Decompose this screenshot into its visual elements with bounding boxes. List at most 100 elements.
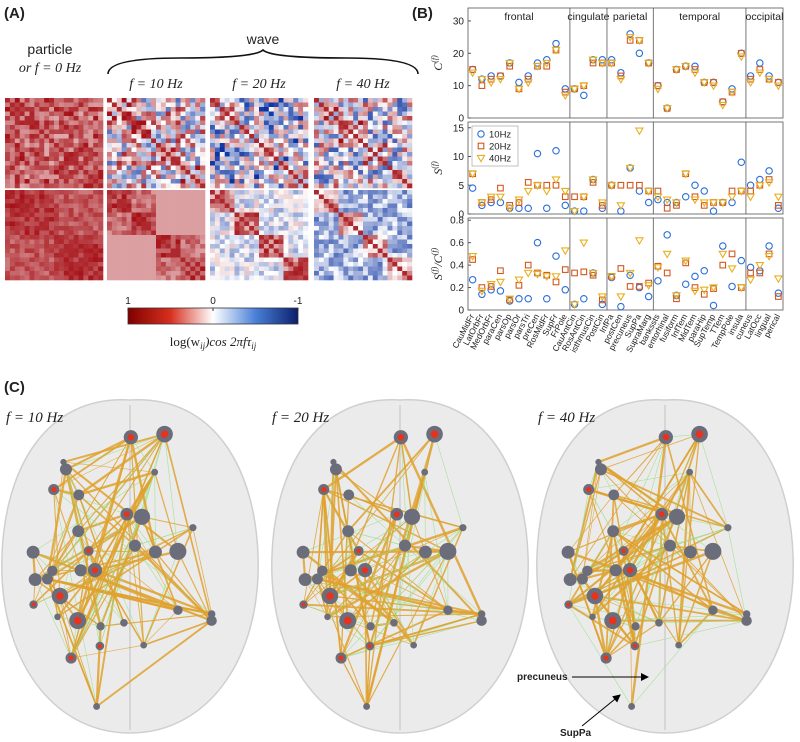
heatmap-cell	[259, 271, 265, 276]
point	[561, 266, 569, 273]
heatmap-cell	[219, 199, 225, 204]
heatmap-cell	[63, 174, 69, 180]
heatmap-cell	[333, 183, 339, 189]
heatmap-cell	[190, 147, 196, 153]
heatmap-cell	[68, 111, 74, 117]
heatmap-cell	[348, 199, 354, 204]
heatmap-cell	[372, 244, 378, 249]
heatmap-cell	[259, 190, 265, 195]
heatmap-cell	[314, 107, 320, 112]
heatmap-cell	[88, 253, 94, 258]
heatmap-cell	[88, 98, 94, 103]
heatmap-cell	[121, 235, 127, 240]
heatmap-cell	[151, 190, 157, 195]
heatmap-cell	[170, 203, 176, 209]
point	[690, 196, 700, 205]
heatmap-cell	[160, 143, 167, 148]
heatmap-cell	[170, 98, 176, 103]
heatmap-cell	[141, 156, 147, 162]
heatmap-cell	[83, 266, 89, 272]
heatmap-cell	[156, 138, 162, 144]
heatmap-cell	[348, 174, 354, 180]
heatmap-cell	[283, 266, 289, 272]
heatmap-cell	[88, 129, 94, 135]
heatmap-cell	[116, 125, 122, 130]
heatmap-cell	[263, 212, 270, 218]
heatmap-cell	[14, 203, 20, 209]
heatmap-cell	[107, 248, 113, 254]
heatmap-cell	[328, 156, 334, 162]
point	[699, 199, 709, 208]
heatmap-cell	[224, 107, 230, 112]
heatmap-cell	[19, 199, 25, 204]
heatmap-cell	[5, 111, 11, 117]
heatmap-cell	[244, 208, 250, 213]
heatmap-cell	[111, 183, 118, 189]
heatmap-cell	[98, 179, 104, 184]
heatmap-cell	[372, 230, 378, 236]
heatmap-cell	[156, 199, 162, 204]
heatmap-cell	[5, 152, 11, 157]
heatmap-cell	[160, 152, 167, 157]
heatmap-cell	[348, 125, 354, 130]
heatmap-cell	[268, 244, 274, 249]
heatmap-cell	[98, 183, 104, 189]
node	[741, 615, 752, 626]
heatmap-cell	[259, 161, 265, 166]
node	[403, 508, 421, 525]
heatmap-cell	[131, 226, 137, 231]
heatmap-cell	[273, 170, 279, 175]
heatmap-cell	[116, 203, 122, 209]
heatmap-cell	[382, 174, 388, 180]
heatmap-cell	[407, 239, 413, 245]
heatmap-cell	[180, 194, 186, 200]
heatmap-cell	[343, 212, 349, 218]
heatmap-cell	[303, 253, 309, 258]
heatmap-cell	[131, 239, 137, 245]
heatmap-cell	[367, 226, 374, 231]
heatmap-cell	[210, 161, 216, 166]
heatmap-cell	[5, 226, 11, 231]
heatmap-cell	[156, 165, 162, 171]
node-core	[662, 434, 670, 441]
heatmap-cell	[111, 275, 118, 281]
heatmap-cell	[239, 235, 245, 240]
heatmap-cell	[263, 235, 270, 240]
heatmap-cell	[88, 235, 94, 240]
heatmap-cell	[239, 203, 245, 209]
heatmap-cell	[249, 194, 255, 200]
heatmap-cell	[293, 203, 299, 209]
point	[709, 207, 718, 215]
heatmap-cell	[170, 147, 176, 153]
point	[681, 170, 691, 179]
colorbar-tick-label: 1	[125, 296, 131, 307]
edge	[34, 579, 72, 659]
heatmap-cell	[229, 235, 235, 240]
heatmap-cell	[54, 156, 60, 162]
heatmap-cell	[146, 174, 152, 180]
heatmap-cell	[372, 134, 378, 139]
heatmap-cell	[318, 161, 325, 166]
heatmap-cell	[392, 226, 398, 231]
heatmap-cell	[407, 138, 413, 144]
heatmap-cell	[338, 111, 344, 117]
heatmap-cell	[234, 102, 240, 108]
heatmap-cell	[372, 203, 378, 209]
heatmap-cell	[318, 253, 325, 258]
heatmap-cell	[397, 262, 403, 267]
heatmap-cell	[254, 125, 260, 130]
heatmap-cell	[165, 212, 171, 218]
heatmap-cell	[402, 244, 408, 249]
heatmap-cell	[377, 143, 383, 148]
edge	[323, 436, 402, 491]
heatmap-cell	[107, 262, 113, 267]
heatmap-cell	[111, 244, 118, 249]
heatmap-cell	[234, 179, 240, 184]
heatmap-cell	[126, 239, 132, 245]
heatmap-cell	[111, 199, 118, 204]
heatmap-cell	[54, 98, 60, 103]
heatmap-cell	[107, 98, 113, 103]
edge	[94, 570, 101, 647]
heatmap-cell	[259, 257, 265, 263]
heatmap-cell	[29, 271, 35, 276]
